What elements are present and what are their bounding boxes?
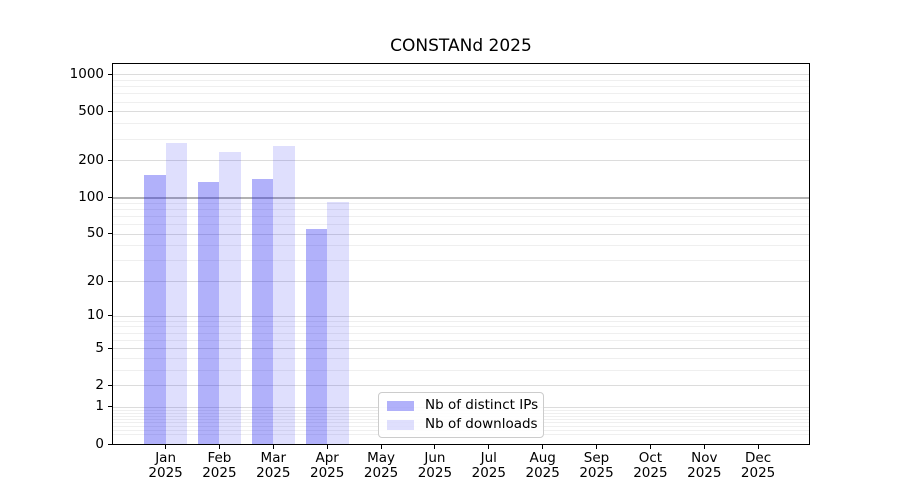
gridline-minor-90: [113, 202, 809, 204]
x-tick-label-dec: Dec 2025: [740, 450, 776, 481]
chart-title: CONSTANd 2025: [390, 36, 532, 56]
gridline-major-5: [113, 348, 809, 350]
gridline-minor-300: [113, 138, 809, 140]
gridline-minor-9: [113, 320, 809, 322]
bar-nb-of-distinct-ips-mar: [251, 178, 274, 444]
gridline-minor-7: [113, 332, 809, 334]
y-tick-500: [108, 110, 112, 112]
x-tick-feb: [218, 445, 220, 449]
x-tick-label-mar: Mar 2025: [256, 450, 291, 481]
gridline-minor-6: [113, 339, 809, 341]
gridline-major-2: [113, 385, 809, 387]
x-tick-aug: [542, 445, 544, 449]
gridline-minor-80: [113, 208, 809, 210]
y-tick-label-200: 200: [78, 151, 104, 168]
y-tick-label-2: 2: [95, 376, 104, 393]
gridline-minor-800: [113, 86, 809, 88]
gridline-minor-4: [113, 357, 809, 359]
bar-nb-of-downloads-jan: [165, 143, 188, 444]
x-tick-jun: [434, 445, 436, 449]
x-tick-label-feb: Feb 2025: [202, 450, 237, 481]
x-tick-label-jun: Jun 2025: [417, 450, 453, 481]
gridline-minor-60: [113, 224, 809, 225]
gridline-major-200: [113, 160, 809, 162]
y-tick-label-1000: 1000: [69, 65, 104, 82]
y-tick-100: [108, 196, 112, 198]
x-tick-label-nov: Nov 2025: [687, 450, 722, 481]
y-tick-label-100: 100: [78, 188, 104, 205]
bar-nb-of-downloads-apr: [327, 202, 349, 444]
gridline-minor-400: [113, 123, 809, 125]
gridline-major-10: [113, 315, 809, 317]
bar-nb-of-distinct-ips-apr: [305, 228, 328, 444]
y-tick-50: [108, 233, 112, 234]
legend-item-distinct-ips: Nb of distinct IPs: [387, 397, 539, 413]
gridline-major-50: [113, 233, 809, 235]
x-tick-oct: [649, 445, 651, 449]
x-tick-label-sep: Sep 2025: [579, 450, 614, 481]
y-tick-label-20: 20: [86, 272, 104, 289]
x-tick-sep: [596, 445, 597, 449]
y-tick-0: [108, 443, 112, 445]
gridline-major-20: [113, 281, 809, 282]
x-tick-may: [380, 445, 382, 449]
legend-swatch-distinct-ips: [387, 400, 414, 411]
y-tick-label-500: 500: [78, 102, 104, 119]
y-tick-200: [108, 159, 112, 161]
x-tick-apr: [326, 445, 328, 449]
y-tick-label-0: 0: [95, 435, 104, 452]
bar-nb-of-downloads-feb: [219, 152, 241, 444]
legend-swatch-downloads: [387, 419, 414, 430]
x-tick-label-jul: Jul 2025: [471, 450, 506, 481]
gridline-minor-40: [113, 245, 809, 247]
x-tick-label-apr: Apr 2025: [310, 450, 345, 481]
legend: Nb of distinct IPs Nb of downloads: [378, 392, 544, 438]
gridline-minor-3: [113, 369, 809, 371]
gridline-major-1000: [113, 74, 809, 76]
x-tick-nov: [703, 445, 705, 449]
y-tick-1000: [108, 73, 112, 75]
gridline-major-100: [113, 197, 809, 199]
bar-nb-of-distinct-ips-feb: [197, 181, 220, 444]
gridline-major-500: [113, 111, 809, 113]
gridline-minor-700: [113, 93, 809, 95]
x-tick-mar: [272, 445, 274, 449]
y-tick-label-5: 5: [95, 339, 104, 356]
y-tick-10: [108, 315, 112, 317]
gridline-minor-900: [113, 79, 809, 81]
x-tick-jul: [488, 445, 490, 449]
y-tick-20: [108, 280, 112, 282]
y-tick-label-1: 1: [95, 398, 104, 415]
y-tick-2: [108, 384, 112, 386]
x-tick-label-jan: Jan 2025: [148, 450, 183, 481]
bar-nb-of-downloads-mar: [273, 146, 295, 444]
y-tick-1: [108, 406, 112, 408]
legend-item-downloads: Nb of downloads: [387, 416, 538, 432]
bar-nb-of-distinct-ips-jan: [144, 175, 166, 444]
plot-area: Nb of distinct IPs Nb of downloads: [112, 63, 810, 445]
gridline-minor-600: [113, 101, 809, 103]
gridline-minor-30: [113, 260, 809, 262]
x-tick-label-oct: Oct 2025: [633, 450, 668, 481]
legend-label-distinct-ips: Nb of distinct IPs: [425, 397, 539, 413]
legend-label-downloads: Nb of downloads: [425, 416, 538, 432]
y-tick-label-50: 50: [86, 225, 104, 241]
x-tick-jan: [165, 445, 167, 449]
gridline-minor-70: [113, 215, 809, 217]
y-tick-5: [108, 347, 112, 349]
x-tick-label-may: May 2025: [363, 450, 399, 481]
gridline-minor-8: [113, 326, 809, 328]
y-tick-label-10: 10: [86, 307, 104, 324]
x-tick-label-aug: Aug 2025: [525, 450, 560, 481]
x-tick-dec: [757, 445, 759, 449]
